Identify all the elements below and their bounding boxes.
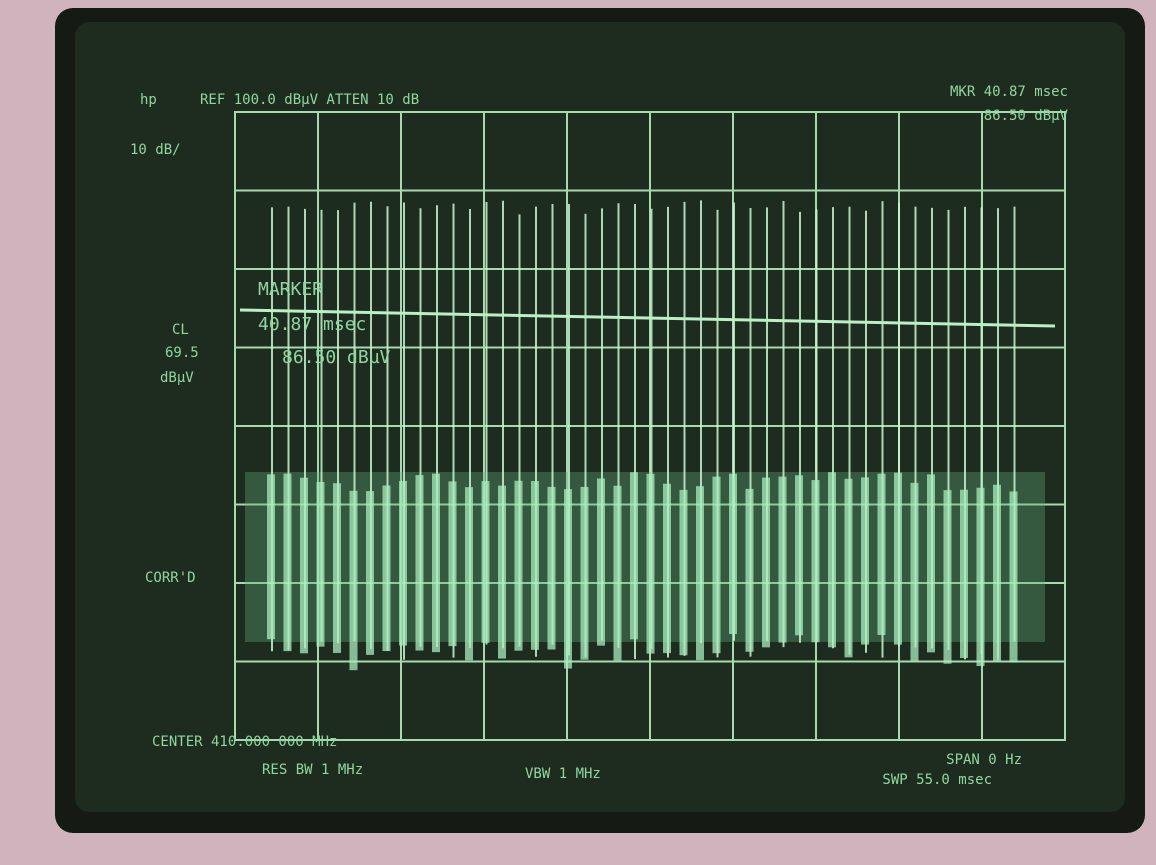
pulse-body xyxy=(514,480,523,651)
noise-block xyxy=(245,472,1045,642)
marker-title: MARKER xyxy=(258,279,323,300)
logo: hp xyxy=(140,92,157,108)
pulse-body xyxy=(762,477,770,648)
pulse-body xyxy=(531,481,539,650)
pulse-body xyxy=(861,477,869,645)
pulse-body xyxy=(283,473,292,652)
scale-label: 10 dB/ xyxy=(130,142,181,158)
pulse-body xyxy=(382,485,391,652)
resolution-bandwidth: RES BW 1 MHz xyxy=(262,762,363,778)
pulse-body xyxy=(828,472,836,648)
pulse-body xyxy=(844,478,853,658)
marker-readout: 86.50 dBµV xyxy=(984,108,1069,124)
pulse-body xyxy=(993,484,1001,662)
pulse-body xyxy=(976,487,985,667)
pulse-body xyxy=(481,481,490,643)
pulse-body xyxy=(745,488,754,652)
pulse-body xyxy=(894,472,902,645)
pulse-body xyxy=(927,474,935,653)
pulse-body xyxy=(663,483,671,654)
display-line-label: CL xyxy=(172,322,189,338)
pulse-body xyxy=(729,473,737,635)
pulse-body xyxy=(580,486,589,660)
trace xyxy=(245,200,1045,671)
pulse-body xyxy=(613,485,622,661)
video-bandwidth: VBW 1 MHz xyxy=(525,766,601,782)
pulse-body xyxy=(415,475,424,651)
pulse-body xyxy=(465,487,473,661)
pulse-body xyxy=(630,472,638,640)
pulse-body xyxy=(811,480,820,643)
marker-level: 86.50 dBµV xyxy=(282,347,391,368)
pulse-body xyxy=(679,489,688,656)
pulse-body xyxy=(267,474,275,640)
pulse-body xyxy=(696,486,704,661)
pulse-body xyxy=(943,490,952,664)
pulse-body xyxy=(877,473,886,636)
sweep-time: SWP 55.0 msec xyxy=(882,772,992,788)
correction-label: CORR'D xyxy=(145,570,196,586)
pulse-body xyxy=(399,480,407,646)
pulse-body xyxy=(795,475,803,636)
marker-time: 40.87 msec xyxy=(258,314,366,335)
pulse-body xyxy=(300,477,308,654)
pulse-body xyxy=(712,476,721,654)
pulse-body xyxy=(316,481,325,647)
pulse-body xyxy=(564,489,572,669)
pulse-body xyxy=(778,476,787,643)
pulse-body xyxy=(910,482,919,661)
header-left: REF 100.0 dBµV ATTEN 10 dB xyxy=(200,92,419,108)
pulse-body xyxy=(498,485,506,659)
pulse-body xyxy=(646,473,655,654)
display-line xyxy=(239,308,1056,328)
pulse-body xyxy=(366,491,374,655)
span: SPAN 0 Hz xyxy=(946,752,1022,768)
pulse-body xyxy=(448,481,457,647)
marker-readout: MKR 40.87 msec xyxy=(950,84,1068,100)
display-line-value: 69.5 xyxy=(165,345,199,361)
pulse-body xyxy=(432,473,440,653)
pulse-body xyxy=(1009,491,1018,663)
pulse-body xyxy=(960,489,968,659)
pulse-body xyxy=(597,478,605,646)
center-frequency: CENTER 410.000 000 MHz xyxy=(152,734,337,750)
screen xyxy=(75,22,1125,812)
pulse-body xyxy=(333,483,341,653)
pulse-body xyxy=(349,490,358,671)
pulse-body xyxy=(547,486,556,650)
display-line-unit: dBµV xyxy=(160,370,194,386)
